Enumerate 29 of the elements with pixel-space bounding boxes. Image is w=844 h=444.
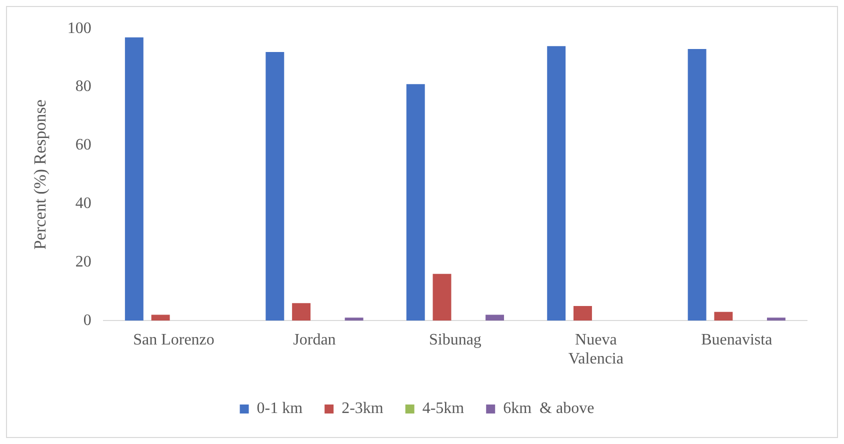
legend-label: 4-5km: [422, 400, 465, 418]
legend-label: 2-3km: [342, 400, 384, 418]
x-tick-label: Nueva Valencia: [568, 331, 624, 368]
bar: [688, 49, 706, 321]
y-tick-label: 40: [75, 195, 92, 212]
x-tick-label: San Lorenzo: [133, 331, 214, 348]
bar: [486, 314, 504, 321]
bar: [714, 312, 733, 321]
y-tick-label: 20: [75, 253, 92, 270]
bar: [266, 52, 284, 321]
y-tick-label: 0: [83, 312, 92, 329]
bar: [432, 274, 452, 321]
bar: [406, 84, 425, 321]
bar: [547, 46, 566, 321]
bar: [151, 314, 170, 321]
bar: [573, 306, 592, 321]
y-tick-label: 60: [75, 136, 92, 154]
y-tick-label: 80: [75, 78, 92, 96]
bar: [766, 318, 786, 321]
legend-label: 6km & above: [503, 400, 594, 418]
y-axis-title: Percent (%) Response: [30, 100, 50, 250]
bar: [292, 303, 311, 321]
x-tick-label: Buenavista: [701, 331, 772, 348]
x-tick-label: Sibunag: [428, 331, 482, 348]
bar: [344, 318, 364, 321]
y-tick-label: 100: [67, 20, 92, 37]
x-tick-label: Jordan: [293, 331, 336, 348]
legend-label: 0-1 km: [256, 400, 304, 418]
bar: [124, 37, 144, 321]
